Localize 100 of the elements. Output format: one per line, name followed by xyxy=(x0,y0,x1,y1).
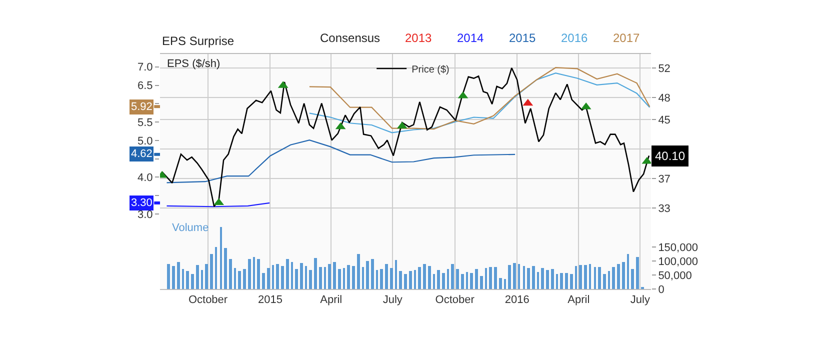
bar xyxy=(523,266,525,289)
ref-line-label: 5.92 xyxy=(131,101,152,113)
line-series xyxy=(166,140,516,184)
bar xyxy=(319,267,322,289)
bar xyxy=(182,269,184,289)
bar xyxy=(196,265,199,289)
bar xyxy=(489,267,492,289)
bar xyxy=(598,267,601,289)
legend-label: 2013 xyxy=(405,31,432,45)
bar xyxy=(556,274,558,289)
text: 2015 xyxy=(509,31,536,45)
series-label: Price ($) xyxy=(412,64,450,76)
bar xyxy=(504,279,506,289)
bar xyxy=(579,265,582,289)
y-tick-label: 5.0 xyxy=(138,135,153,148)
bar xyxy=(229,259,232,289)
bar xyxy=(546,270,549,289)
bar xyxy=(418,267,421,289)
bar xyxy=(238,271,241,289)
bar xyxy=(286,259,289,289)
bar xyxy=(461,274,464,289)
bar xyxy=(499,278,502,289)
bar xyxy=(205,264,208,289)
bar xyxy=(220,227,222,289)
x-tick-label: July xyxy=(630,294,650,306)
y-tick-label: 6.5 xyxy=(138,80,153,92)
bar xyxy=(305,266,307,289)
bar xyxy=(267,268,270,289)
bar xyxy=(532,266,535,289)
bar xyxy=(343,268,345,289)
bar xyxy=(612,267,615,289)
bar xyxy=(167,264,170,289)
bar xyxy=(594,267,596,289)
bar xyxy=(617,264,620,289)
bar xyxy=(328,264,331,289)
text: 2016 xyxy=(561,31,588,45)
bar xyxy=(570,274,573,289)
y3-tick-label: 100,000 xyxy=(658,256,698,268)
bar xyxy=(485,268,487,289)
y-tick-label: 7.0 xyxy=(138,62,153,74)
y2-tick-label: 52 xyxy=(658,62,670,75)
bar xyxy=(291,262,293,289)
ref-line-label: 3.30 xyxy=(131,197,152,209)
bar xyxy=(347,265,350,289)
bar xyxy=(627,254,629,289)
bar xyxy=(447,269,449,289)
y3-tick-label: 150,000 xyxy=(658,242,698,254)
bar xyxy=(186,271,189,289)
bar xyxy=(380,269,383,289)
bar xyxy=(589,264,591,289)
bar xyxy=(508,265,511,289)
legend-title: Consensus xyxy=(320,31,380,45)
x-tick-label: April xyxy=(568,294,590,306)
bar xyxy=(234,268,236,289)
y-tick-label: 4.0 xyxy=(138,172,153,184)
x-tick-label: October xyxy=(188,294,228,306)
bar xyxy=(399,271,402,289)
y2-tick-label: 48 xyxy=(658,92,670,104)
bar xyxy=(224,248,227,289)
y-tick-label: 5.5 xyxy=(138,116,153,129)
bar xyxy=(191,274,194,289)
y3-tick-label: 50,000 xyxy=(658,270,692,282)
bar xyxy=(300,263,303,289)
bar xyxy=(541,268,544,289)
bar xyxy=(333,262,336,289)
bar xyxy=(456,269,459,289)
bar xyxy=(362,267,364,289)
bar xyxy=(466,272,468,289)
bar xyxy=(376,270,378,289)
bar xyxy=(272,265,274,289)
y2-tick-label: 45 xyxy=(658,114,670,126)
bar xyxy=(243,269,246,289)
y-axis-title: EPS ($/sh) xyxy=(167,58,220,70)
bar xyxy=(575,266,577,289)
bar xyxy=(414,270,416,289)
bar xyxy=(314,258,317,289)
x-tick-label: April xyxy=(320,294,342,306)
bar xyxy=(527,268,530,289)
y-tick-label: 3.0 xyxy=(138,208,153,221)
bar xyxy=(451,264,454,289)
bar xyxy=(518,264,520,289)
bar xyxy=(513,263,516,289)
bar xyxy=(253,257,255,289)
bar xyxy=(494,267,497,289)
y3-tick-label: 0 xyxy=(658,284,664,296)
bar xyxy=(371,259,374,289)
bar xyxy=(404,274,407,289)
point xyxy=(642,157,651,164)
bar xyxy=(390,268,393,289)
bar xyxy=(172,266,175,289)
x-tick-label: 2015 xyxy=(258,294,282,306)
bar xyxy=(357,254,360,289)
bar xyxy=(584,265,587,289)
bar xyxy=(442,273,445,289)
text: 2014 xyxy=(457,31,484,45)
bar xyxy=(631,269,634,289)
bar xyxy=(603,274,606,289)
bar xyxy=(470,273,473,289)
bar xyxy=(352,266,355,289)
text: EPS Surprise xyxy=(162,34,234,48)
